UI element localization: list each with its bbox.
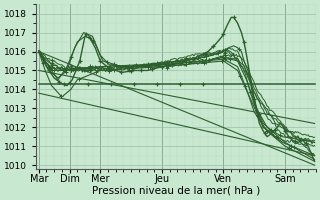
X-axis label: Pression niveau de la mer( hPa ): Pression niveau de la mer( hPa )	[92, 186, 260, 196]
